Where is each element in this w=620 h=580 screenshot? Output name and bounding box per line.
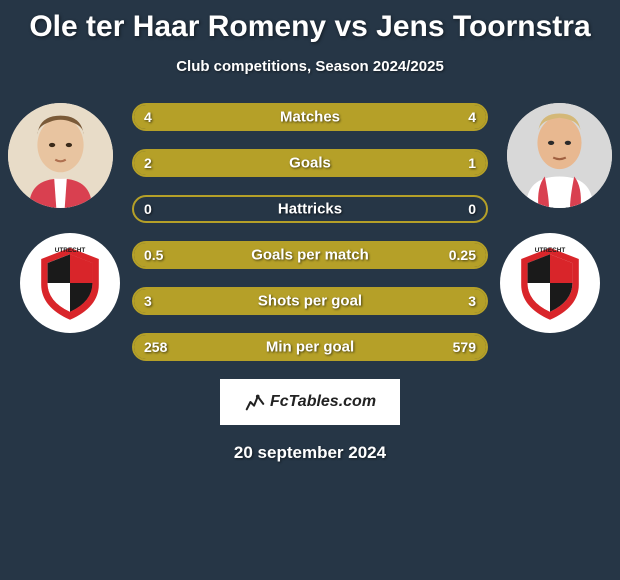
watermark: FcTables.com bbox=[220, 379, 400, 425]
stat-value-right: 579 bbox=[453, 339, 476, 355]
stat-value-left: 2 bbox=[144, 155, 152, 171]
stat-row: 0 0 Hattricks bbox=[132, 195, 488, 223]
stat-value-left: 258 bbox=[144, 339, 167, 355]
club-right-crest-icon: UTRECHT bbox=[510, 243, 590, 323]
subtitle: Club competitions, Season 2024/2025 bbox=[0, 58, 620, 75]
watermark-text: FcTables.com bbox=[270, 393, 376, 411]
club-left-crest-icon: UTRECHT bbox=[30, 243, 110, 323]
club-left-badge: UTRECHT bbox=[20, 233, 120, 333]
stat-label: Shots per goal bbox=[258, 293, 362, 310]
player-left-portrait-icon bbox=[8, 103, 113, 208]
stat-value-right: 3 bbox=[468, 293, 476, 309]
player-right-portrait-icon bbox=[507, 103, 612, 208]
stats-bars: 4 4 Matches 2 1 Goals 0 0 Hattricks 0.5 0.25 Goals … bbox=[132, 103, 488, 361]
stat-label: Matches bbox=[280, 109, 340, 126]
stat-value-left: 4 bbox=[144, 109, 152, 125]
stat-row: 0.5 0.25 Goals per match bbox=[132, 241, 488, 269]
stat-value-right: 0 bbox=[468, 201, 476, 217]
player-left-avatar bbox=[8, 103, 113, 208]
svg-text:UTRECHT: UTRECHT bbox=[55, 247, 86, 254]
stat-value-right: 4 bbox=[468, 109, 476, 125]
club-right-badge: UTRECHT bbox=[500, 233, 600, 333]
svg-text:UTRECHT: UTRECHT bbox=[535, 247, 566, 254]
stat-label: Goals bbox=[289, 155, 331, 172]
date-text: 20 september 2024 bbox=[0, 443, 620, 463]
stat-label: Goals per match bbox=[251, 247, 369, 264]
stat-row: 258 579 Min per goal bbox=[132, 333, 488, 361]
stat-label: Hattricks bbox=[278, 201, 342, 218]
stat-value-left: 0.5 bbox=[144, 247, 163, 263]
stat-label: Min per goal bbox=[266, 339, 354, 356]
stat-value-left: 3 bbox=[144, 293, 152, 309]
stat-row: 4 4 Matches bbox=[132, 103, 488, 131]
stat-value-right: 0.25 bbox=[449, 247, 476, 263]
page-title: Ole ter Haar Romeny vs Jens Toornstra bbox=[0, 0, 620, 44]
stat-row: 2 1 Goals bbox=[132, 149, 488, 177]
comparison-content: UTRECHT UTRECHT 4 4 Matches 2 1 Goals 0 0 Hattri… bbox=[0, 103, 620, 361]
player-right-avatar bbox=[507, 103, 612, 208]
stat-row: 3 3 Shots per goal bbox=[132, 287, 488, 315]
stat-value-left: 0 bbox=[144, 201, 152, 217]
chart-icon bbox=[244, 391, 266, 413]
stat-value-right: 1 bbox=[468, 155, 476, 171]
